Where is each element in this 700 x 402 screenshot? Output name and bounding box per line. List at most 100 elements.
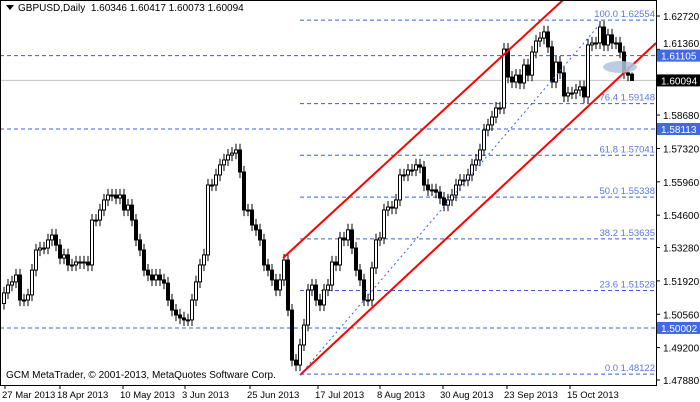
bear-candle	[434, 189, 438, 193]
bull-candle	[498, 107, 502, 110]
bull-candle	[454, 184, 458, 196]
bear-candle	[438, 191, 442, 199]
dropdown-triangle-icon[interactable]	[6, 5, 14, 10]
bull-candle	[70, 264, 74, 267]
channel-upper-line	[282, 0, 564, 259]
bear-candle	[266, 264, 270, 271]
bull-candle	[502, 48, 506, 109]
bear-candle	[258, 229, 262, 241]
bull-candle	[402, 174, 406, 177]
bear-candle	[254, 224, 258, 231]
bull-candle	[10, 281, 14, 286]
bear-candle	[422, 166, 426, 186]
y-tick-label: 1.61360	[663, 39, 700, 50]
bear-candle	[550, 46, 554, 83]
bull-candle	[394, 199, 398, 209]
bull-candle	[198, 264, 202, 283]
bull-candle	[202, 254, 206, 266]
bull-candle	[330, 261, 334, 286]
x-tick-label: 30 Aug 2013	[440, 390, 493, 401]
copyright-text: GCM MetaTrader, © 2001-2013, MetaQuotes …	[6, 370, 276, 381]
bull-candle	[450, 194, 454, 201]
plot-frame	[0, 0, 657, 386]
symbol-label: GBPUSD,Daily	[18, 3, 86, 14]
bear-candle	[562, 72, 566, 97]
bear-candle	[286, 259, 290, 311]
bull-candle	[110, 194, 114, 197]
bull-candle	[614, 42, 618, 45]
bull-candle	[206, 184, 210, 256]
bull-candle	[462, 179, 466, 182]
bull-candle	[458, 179, 462, 186]
fib-level-label: 0.0 1.48122	[605, 363, 655, 374]
fib-level-label: 50.0 1.55338	[600, 186, 655, 197]
bull-candle	[478, 149, 482, 161]
bull-candle	[126, 204, 130, 211]
bear-candle	[506, 48, 510, 78]
bull-candle	[278, 279, 282, 291]
bear-candle	[582, 86, 586, 98]
bull-candle	[474, 159, 478, 166]
bull-candle	[306, 289, 310, 326]
bear-candle	[178, 314, 182, 319]
y-tick-label: 1.62720	[663, 12, 700, 23]
ohlc-readout: 1.60346 1.60417 1.60073 1.60094	[90, 3, 244, 14]
ellipse-marker	[603, 61, 637, 73]
bull-candle	[522, 64, 526, 84]
bull-candle	[194, 281, 198, 301]
bear-candle	[162, 279, 166, 284]
bull-candle	[42, 247, 46, 250]
y-tick-label: 1.58680	[663, 111, 700, 122]
bull-candle	[98, 209, 102, 221]
bear-candle	[314, 284, 318, 301]
bull-candle	[606, 34, 610, 46]
bull-candle	[338, 237, 342, 266]
bull-candle	[490, 116, 494, 126]
x-tick-label: 8 Aug 2013	[377, 390, 425, 401]
bear-candle	[626, 72, 630, 76]
bear-candle	[362, 279, 366, 301]
bull-candle	[530, 51, 534, 76]
bull-candle	[346, 229, 350, 241]
bull-candle	[190, 299, 194, 321]
bear-candle	[526, 64, 530, 76]
bear-candle	[130, 204, 134, 221]
price-label-box-text: 1.50002	[661, 324, 698, 335]
fib-level-label: 61.8 1.57041	[600, 144, 655, 155]
price-label-box	[657, 321, 700, 334]
bear-candle	[262, 239, 266, 266]
bear-candle	[350, 229, 354, 249]
drawn-objects[interactable]	[282, 0, 657, 376]
bull-candle	[326, 284, 330, 291]
y-tick-label: 1.47880	[663, 376, 700, 387]
bull-candle	[466, 174, 470, 181]
bull-candle	[382, 209, 386, 239]
bull-candle	[594, 42, 598, 45]
bull-candle	[226, 154, 230, 161]
bear-candle	[558, 61, 562, 74]
price-label-box	[657, 123, 700, 136]
bear-candle	[426, 184, 430, 191]
bear-candle	[58, 244, 62, 259]
price-label-box-text: 1.61105	[661, 52, 697, 63]
bear-candle	[150, 274, 154, 281]
bear-candle	[342, 237, 346, 241]
bull-candle	[482, 129, 486, 151]
bear-candle	[238, 149, 242, 173]
bull-candle	[90, 219, 94, 266]
bear-candle	[418, 164, 422, 168]
bull-candle	[14, 274, 18, 283]
bear-candle	[510, 76, 514, 83]
bull-candle	[26, 294, 30, 301]
bull-candle	[222, 159, 226, 166]
bull-candle	[298, 344, 302, 366]
bull-candle	[378, 237, 382, 241]
x-tick-label: 18 Apr 2013	[57, 390, 108, 401]
bull-candle	[486, 124, 490, 131]
bull-candle	[494, 107, 498, 118]
bull-candle	[302, 324, 306, 346]
bull-candle	[430, 189, 434, 192]
bear-candle	[138, 239, 142, 251]
